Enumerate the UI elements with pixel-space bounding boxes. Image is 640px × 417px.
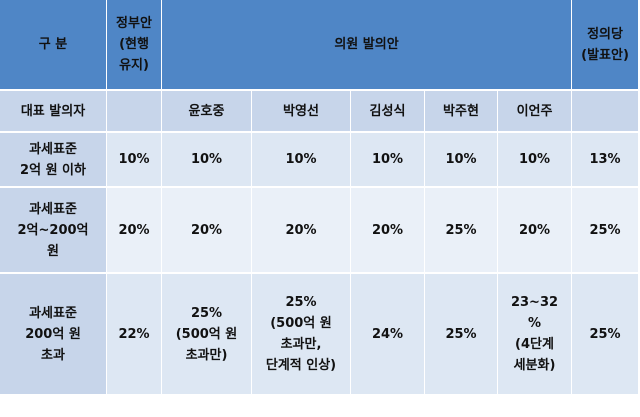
row-label: 과세표준 2억 원 이하 bbox=[0, 133, 107, 188]
justice-rate: 13% bbox=[572, 133, 640, 188]
rate-cell: 23~32 % (4단계 세분화) bbox=[498, 274, 573, 396]
rate-cell: 20% bbox=[351, 188, 425, 274]
government-rate: 10% bbox=[107, 133, 162, 188]
rate-cell: 25% bbox=[425, 188, 498, 274]
government-rate: 20% bbox=[107, 188, 162, 274]
rate-line: 단계적 인상) bbox=[265, 358, 337, 373]
rate-line: 초과만, bbox=[280, 337, 322, 352]
row-label-line: 과세표준 bbox=[29, 201, 77, 217]
rate-line: % bbox=[527, 316, 542, 331]
justice-rate: 25% bbox=[572, 274, 640, 396]
rate-line: 25% bbox=[285, 295, 317, 310]
header-justice: 정의당 (발표안) bbox=[572, 0, 640, 91]
row-label-line: 200억 원 bbox=[25, 326, 81, 342]
rate-line: (4단계 bbox=[515, 337, 554, 352]
justice-rate: 25% bbox=[572, 188, 640, 274]
rate-cell: 10% bbox=[252, 133, 351, 188]
proposer-row: 대표 발의자 윤호중 박영선 김성식 박주현 이언주 bbox=[0, 91, 640, 133]
proposer-name: 박영선 bbox=[252, 91, 351, 133]
header-government-line1: 정부안 bbox=[116, 16, 152, 31]
header-government-line2: (현행 bbox=[119, 37, 149, 52]
row-label-line: 과세표준 bbox=[29, 141, 77, 157]
rate-cell: 25% (500억 원 초과만) bbox=[162, 274, 252, 396]
rate-cell: 25% (500억 원 초과만, 단계적 인상) bbox=[252, 274, 351, 396]
government-rate: 22% bbox=[107, 274, 162, 396]
rate-cell: 10% bbox=[498, 133, 573, 188]
proposer-government bbox=[107, 91, 162, 133]
rate-cell: 25% bbox=[425, 274, 498, 396]
rate-line: 25% bbox=[190, 305, 223, 321]
row-label-line: 2억~200억 bbox=[17, 222, 89, 238]
row-label-line: 초과 bbox=[41, 347, 65, 363]
rate-cell: 20% bbox=[252, 188, 351, 274]
rate-line: (500억 원 bbox=[270, 316, 332, 331]
header-justice-line1: 정의당 bbox=[587, 26, 623, 42]
proposer-name: 이언주 bbox=[498, 91, 573, 133]
proposer-name: 윤호중 bbox=[162, 91, 252, 133]
rate-cell: 10% bbox=[351, 133, 425, 188]
header-assembly: 의원 발의안 bbox=[162, 0, 573, 91]
header-government: 정부안 (현행 유지) bbox=[107, 0, 162, 91]
rate-cell: 24% bbox=[351, 274, 425, 396]
rate-cell: 20% bbox=[162, 188, 252, 274]
proposer-name: 김성식 bbox=[351, 91, 425, 133]
table-row: 과세표준 2억~200억 원 20% 20% 20% 20% 25% 20% 2… bbox=[0, 188, 640, 274]
header-gubun: 구 분 bbox=[0, 0, 107, 91]
rate-line: 초과만) bbox=[185, 347, 228, 363]
header-justice-line2: (발표안) bbox=[581, 47, 629, 63]
row-label: 과세표준 200억 원 초과 bbox=[0, 274, 107, 396]
header-government-line3: 유지) bbox=[119, 58, 149, 73]
tax-rate-table: 구 분 정부안 (현행 유지) 의원 발의안 정의당 (발표안) 대표 발의자 … bbox=[0, 0, 640, 396]
header-row: 구 분 정부안 (현행 유지) 의원 발의안 정의당 (발표안) bbox=[0, 0, 640, 91]
proposer-name: 박주현 bbox=[425, 91, 498, 133]
row-label-line: 원 bbox=[47, 243, 59, 259]
row-label-line: 2억 원 이하 bbox=[20, 162, 86, 178]
rate-line: 23~32 bbox=[510, 295, 559, 310]
table-row: 과세표준 200억 원 초과 22% 25% (500억 원 초과만) 25% … bbox=[0, 274, 640, 396]
rate-line: (500억 원 bbox=[175, 326, 238, 342]
rate-cell: 10% bbox=[162, 133, 252, 188]
proposer-label: 대표 발의자 bbox=[0, 91, 107, 133]
table-row: 과세표준 2억 원 이하 10% 10% 10% 10% 10% 10% 13% bbox=[0, 133, 640, 188]
proposer-justice bbox=[572, 91, 640, 133]
rate-line: 세분화) bbox=[513, 358, 556, 373]
row-label-line: 과세표준 bbox=[29, 305, 77, 321]
rate-cell: 10% bbox=[425, 133, 498, 188]
rate-cell: 20% bbox=[498, 188, 573, 274]
row-label: 과세표준 2억~200억 원 bbox=[0, 188, 107, 274]
